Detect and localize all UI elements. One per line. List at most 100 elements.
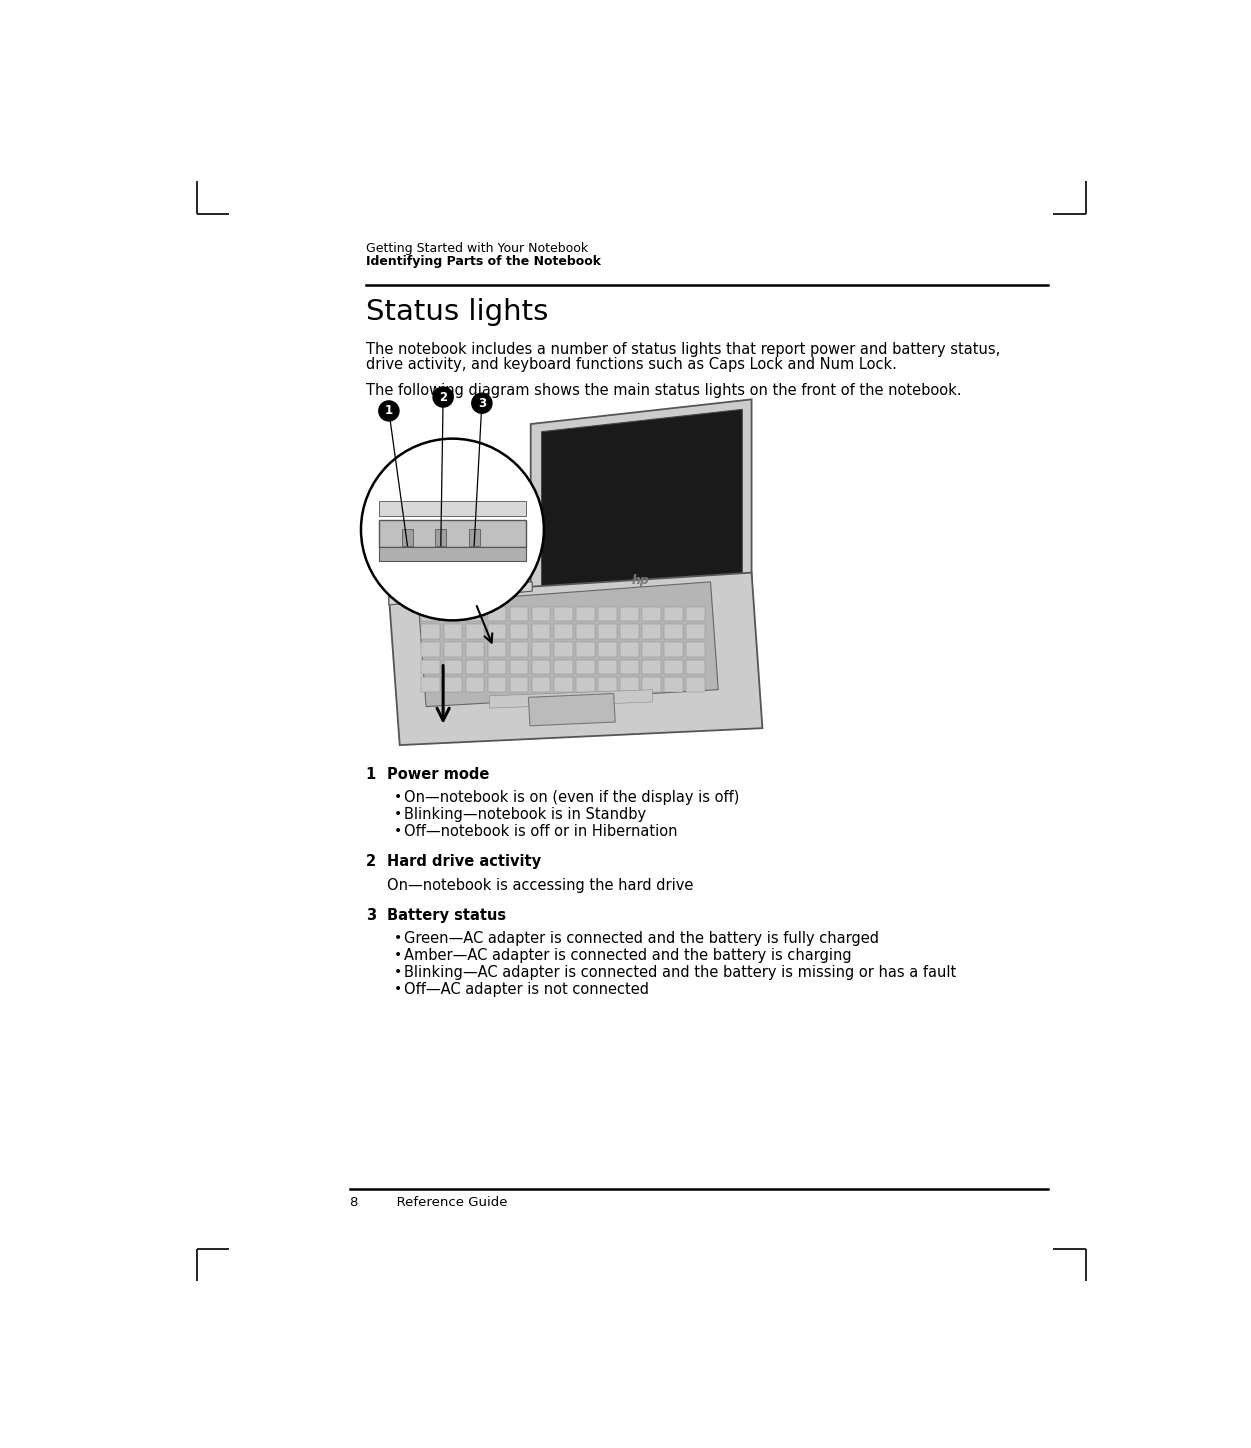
Polygon shape bbox=[642, 678, 661, 692]
Polygon shape bbox=[532, 641, 550, 656]
Text: On—notebook is accessing the hard drive: On—notebook is accessing the hard drive bbox=[388, 877, 694, 892]
Polygon shape bbox=[598, 607, 617, 621]
Circle shape bbox=[362, 439, 544, 620]
Polygon shape bbox=[620, 624, 639, 639]
Polygon shape bbox=[687, 624, 706, 639]
Text: Blinking—AC adapter is connected and the battery is missing or has a fault: Blinking—AC adapter is connected and the… bbox=[404, 966, 957, 980]
Polygon shape bbox=[532, 678, 550, 692]
Polygon shape bbox=[554, 678, 573, 692]
Polygon shape bbox=[422, 678, 440, 692]
Text: drive activity, and keyboard functions such as Caps Lock and Num Lock.: drive activity, and keyboard functions s… bbox=[365, 358, 897, 372]
Polygon shape bbox=[422, 641, 440, 656]
Polygon shape bbox=[575, 624, 594, 639]
Text: Identifying Parts of the Notebook: Identifying Parts of the Notebook bbox=[365, 255, 600, 268]
Polygon shape bbox=[620, 641, 639, 656]
Polygon shape bbox=[620, 678, 639, 692]
Text: The following diagram shows the main status lights on the front of the notebook.: The following diagram shows the main sta… bbox=[365, 384, 961, 398]
Polygon shape bbox=[664, 624, 683, 639]
Text: •: • bbox=[394, 807, 402, 821]
Text: Getting Started with Your Notebook: Getting Started with Your Notebook bbox=[365, 242, 588, 255]
Polygon shape bbox=[620, 660, 639, 675]
Polygon shape bbox=[598, 678, 617, 692]
Polygon shape bbox=[422, 660, 440, 675]
Polygon shape bbox=[509, 641, 528, 656]
Text: hp: hp bbox=[632, 573, 649, 586]
Polygon shape bbox=[509, 624, 528, 639]
Polygon shape bbox=[489, 689, 652, 708]
Polygon shape bbox=[554, 624, 573, 639]
Text: 1: 1 bbox=[365, 766, 375, 782]
Polygon shape bbox=[389, 582, 532, 605]
Text: Green—AC adapter is connected and the battery is fully charged: Green—AC adapter is connected and the ba… bbox=[404, 931, 879, 947]
Polygon shape bbox=[422, 624, 440, 639]
Text: 3: 3 bbox=[478, 397, 485, 410]
Polygon shape bbox=[687, 607, 706, 621]
Polygon shape bbox=[664, 641, 683, 656]
Text: •: • bbox=[394, 982, 402, 996]
Polygon shape bbox=[444, 607, 462, 621]
Polygon shape bbox=[465, 641, 484, 656]
Bar bbox=[402, 529, 413, 546]
Polygon shape bbox=[488, 660, 507, 675]
Text: Battery status: Battery status bbox=[388, 908, 507, 924]
Polygon shape bbox=[664, 660, 683, 675]
Polygon shape bbox=[509, 660, 528, 675]
Polygon shape bbox=[575, 641, 594, 656]
Polygon shape bbox=[509, 607, 528, 621]
Text: •: • bbox=[394, 948, 402, 963]
Text: 8         Reference Guide: 8 Reference Guide bbox=[350, 1196, 508, 1209]
Polygon shape bbox=[465, 678, 484, 692]
Text: •: • bbox=[394, 966, 402, 979]
Text: 2: 2 bbox=[439, 391, 447, 404]
Polygon shape bbox=[465, 607, 484, 621]
Text: Status lights: Status lights bbox=[365, 298, 548, 326]
Polygon shape bbox=[664, 678, 683, 692]
Polygon shape bbox=[575, 660, 594, 675]
Polygon shape bbox=[488, 641, 507, 656]
Polygon shape bbox=[465, 624, 484, 639]
Polygon shape bbox=[444, 624, 462, 639]
Text: Power mode: Power mode bbox=[388, 766, 489, 782]
Text: Off—AC adapter is not connected: Off—AC adapter is not connected bbox=[404, 982, 649, 998]
Polygon shape bbox=[444, 660, 462, 675]
Polygon shape bbox=[422, 607, 440, 621]
Bar bbox=[379, 547, 527, 560]
Polygon shape bbox=[554, 607, 573, 621]
Circle shape bbox=[472, 394, 492, 413]
Polygon shape bbox=[664, 607, 683, 621]
Text: 3: 3 bbox=[365, 908, 375, 924]
Text: 1: 1 bbox=[385, 404, 393, 417]
Polygon shape bbox=[598, 624, 617, 639]
Polygon shape bbox=[554, 641, 573, 656]
Text: •: • bbox=[394, 824, 402, 837]
Bar bbox=[435, 529, 447, 546]
Polygon shape bbox=[488, 678, 507, 692]
Polygon shape bbox=[444, 678, 462, 692]
Bar bbox=[379, 520, 527, 547]
Polygon shape bbox=[642, 660, 661, 675]
Polygon shape bbox=[488, 624, 507, 639]
Polygon shape bbox=[687, 641, 706, 656]
Text: Off—notebook is off or in Hibernation: Off—notebook is off or in Hibernation bbox=[404, 824, 678, 838]
Text: •: • bbox=[394, 931, 402, 946]
Bar bbox=[379, 501, 527, 517]
Polygon shape bbox=[687, 660, 706, 675]
Polygon shape bbox=[418, 582, 718, 707]
Polygon shape bbox=[542, 410, 742, 594]
Bar bbox=[469, 529, 479, 546]
Text: Hard drive activity: Hard drive activity bbox=[388, 854, 542, 869]
Polygon shape bbox=[530, 578, 752, 611]
Polygon shape bbox=[687, 678, 706, 692]
Text: Amber—AC adapter is connected and the battery is charging: Amber—AC adapter is connected and the ba… bbox=[404, 948, 852, 963]
Polygon shape bbox=[620, 607, 639, 621]
Polygon shape bbox=[575, 678, 594, 692]
Circle shape bbox=[379, 401, 399, 421]
Polygon shape bbox=[598, 660, 617, 675]
Polygon shape bbox=[530, 400, 752, 601]
Polygon shape bbox=[642, 624, 661, 639]
Polygon shape bbox=[532, 624, 550, 639]
Polygon shape bbox=[509, 678, 528, 692]
Polygon shape bbox=[554, 660, 573, 675]
Circle shape bbox=[433, 387, 453, 407]
Polygon shape bbox=[532, 607, 550, 621]
